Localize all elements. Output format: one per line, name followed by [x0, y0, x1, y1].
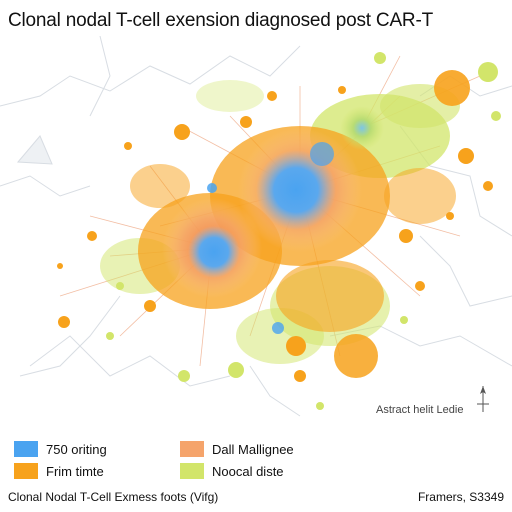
core-northeast	[340, 106, 384, 150]
core-small-3	[272, 322, 284, 334]
legend-label-2: Dall Mallignee	[212, 441, 294, 457]
footer-credit: Framers, S3349	[417, 490, 504, 504]
map-legend: 750 oriting Dall Mallignee Frim timte No…	[14, 438, 494, 482]
legend-label-1: 750 oriting	[46, 441, 107, 457]
core-main	[256, 150, 336, 230]
core-secondary	[188, 226, 240, 278]
core-small-1	[310, 142, 334, 166]
core-small-2	[207, 183, 217, 193]
map-canvas	[0, 36, 512, 417]
page-title: Clonal nodal T-cell exension diagnosed p…	[8, 10, 433, 31]
legend-swatch-4	[180, 463, 204, 479]
legend-swatch-2	[180, 441, 204, 457]
legend-item-2: Dall Mallignee	[180, 440, 294, 458]
legend-item-1: 750 oriting	[14, 440, 107, 458]
legend-label-4: Noocal diste	[212, 463, 284, 479]
map-annotation: Astract helit Ledie	[376, 404, 464, 416]
legend-swatch-1	[14, 441, 38, 457]
footer-caption: Clonal Nodal T-Cell Exmess foots (Vifg)	[8, 490, 219, 504]
bubble-markers	[57, 52, 501, 410]
legend-label-3: Frim timte	[46, 463, 104, 479]
blue-cores	[188, 106, 384, 334]
legend-item-4: Noocal diste	[180, 462, 284, 480]
north-arrow-icon	[477, 386, 489, 412]
legend-item-3: Frim timte	[14, 462, 104, 480]
legend-swatch-3	[14, 463, 38, 479]
